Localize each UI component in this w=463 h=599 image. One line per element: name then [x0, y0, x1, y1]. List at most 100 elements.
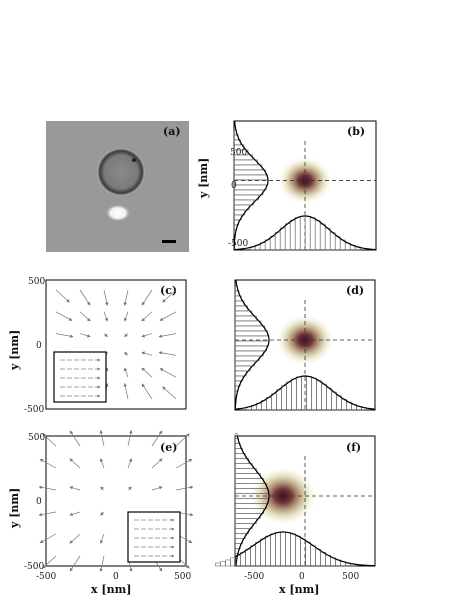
histogram-bar	[234, 315, 257, 322]
vector-arrow	[124, 351, 129, 356]
vector-arrow	[55, 289, 70, 303]
histogram-bar	[281, 385, 287, 411]
tick-ex--500: -500	[36, 572, 56, 582]
histogram-bar	[309, 217, 316, 251]
tick-ex-0: 0	[113, 572, 119, 582]
histogram-bar	[234, 528, 249, 534]
histogram-bar	[234, 310, 253, 317]
vector-arrow	[38, 511, 57, 517]
histogram-bar	[295, 535, 301, 567]
tick-b--500: -500	[228, 239, 248, 249]
vector-arrow	[69, 430, 81, 447]
histogram-bar	[220, 561, 226, 567]
xlabel-e: x [nm]	[91, 583, 131, 596]
histogram-bar	[234, 355, 260, 362]
panel-c: (c)	[45, 279, 187, 410]
vector-arrow	[99, 429, 105, 447]
vector-arrow	[123, 289, 129, 306]
histogram-bar	[233, 184, 267, 191]
histogram-bar	[234, 365, 251, 372]
vector-arrow	[99, 555, 105, 573]
histogram-bar	[290, 533, 296, 567]
ylabel-c: y [nm]	[8, 330, 21, 371]
panel-f: (f)	[215, 433, 376, 567]
histogram-bar	[276, 389, 282, 411]
panel-label-e: (e)	[160, 441, 177, 454]
panel-label-b: (b)	[347, 125, 365, 138]
vector-arrow	[69, 533, 81, 544]
vector-arrow	[103, 289, 109, 306]
histogram-bar	[234, 360, 256, 367]
histogram-bar	[233, 194, 259, 201]
histogram-bar	[275, 532, 281, 567]
plot-frame	[45, 279, 187, 410]
vector-arrow	[39, 458, 57, 469]
tick-c--500: -500	[24, 405, 44, 415]
tick-b-0: 0	[231, 181, 237, 191]
gaussian-fit-x	[234, 375, 376, 410]
vector-arrow	[127, 429, 133, 447]
tick-e--500: -500	[24, 562, 44, 572]
histogram-bar	[270, 533, 276, 567]
tick-e-500: 500	[28, 433, 45, 443]
histogram-bar	[260, 538, 266, 567]
histogram-bar	[331, 391, 337, 411]
histogram-bar	[274, 231, 281, 251]
scale-bar	[162, 240, 176, 243]
gaussian-fit-y	[233, 120, 269, 250]
histogram-bar	[336, 395, 342, 411]
histogram-bar	[299, 215, 306, 251]
vector-arrow	[141, 311, 153, 322]
tick-fx-500: 500	[342, 572, 359, 582]
vector-arrow	[100, 511, 105, 516]
panel-d: (d)	[234, 279, 376, 411]
ylabel-e: y [nm]	[8, 488, 21, 529]
histogram-bar	[233, 174, 268, 181]
histogram-bar	[266, 397, 272, 411]
vector-arrow	[141, 289, 153, 306]
plot-frame	[45, 435, 187, 567]
vector-arrow	[79, 289, 91, 306]
vector-arrow	[141, 383, 153, 400]
histogram-bar	[269, 235, 276, 251]
vector-arrow	[103, 333, 108, 338]
histogram-bar	[234, 320, 262, 327]
inset-box	[53, 351, 107, 403]
vector-arrow	[69, 486, 81, 491]
histogram-bar	[255, 541, 261, 567]
tick-e-0: 0	[36, 497, 42, 507]
panel-label-d: (d)	[346, 284, 364, 297]
panel-label-c: (c)	[160, 284, 177, 297]
vector-arrow	[55, 333, 74, 338]
histogram-bar	[289, 219, 296, 251]
vector-arrow	[141, 351, 153, 356]
vector-arrow	[175, 458, 193, 469]
vector-arrow	[123, 311, 129, 322]
vector-arrow	[123, 383, 129, 400]
vector-arrow	[103, 311, 109, 322]
histogram-bar	[234, 330, 268, 337]
vector-arrow	[159, 368, 177, 378]
vector-arrow	[39, 533, 57, 544]
histogram-bar	[316, 380, 322, 411]
vector-arrow	[124, 333, 129, 338]
inset-box	[127, 511, 181, 563]
vector-arrow	[38, 485, 57, 491]
histogram-bar	[286, 381, 292, 411]
histogram-bar	[240, 552, 246, 567]
histogram-bar	[314, 220, 321, 251]
vector-arrow	[123, 367, 129, 378]
vector-arrow	[127, 458, 133, 469]
histogram-bar	[233, 189, 264, 196]
histogram-bar	[234, 473, 261, 479]
histogram-bar	[311, 377, 317, 411]
gaussian-fit-y	[234, 279, 270, 411]
tick-c-0: 0	[36, 341, 42, 351]
vector-arrow	[175, 433, 190, 447]
histogram-bar	[279, 227, 286, 251]
vector-arrow	[79, 333, 91, 338]
histogram-bar	[234, 513, 261, 519]
vector-arrow	[162, 289, 177, 303]
vector-arrow	[141, 367, 153, 378]
